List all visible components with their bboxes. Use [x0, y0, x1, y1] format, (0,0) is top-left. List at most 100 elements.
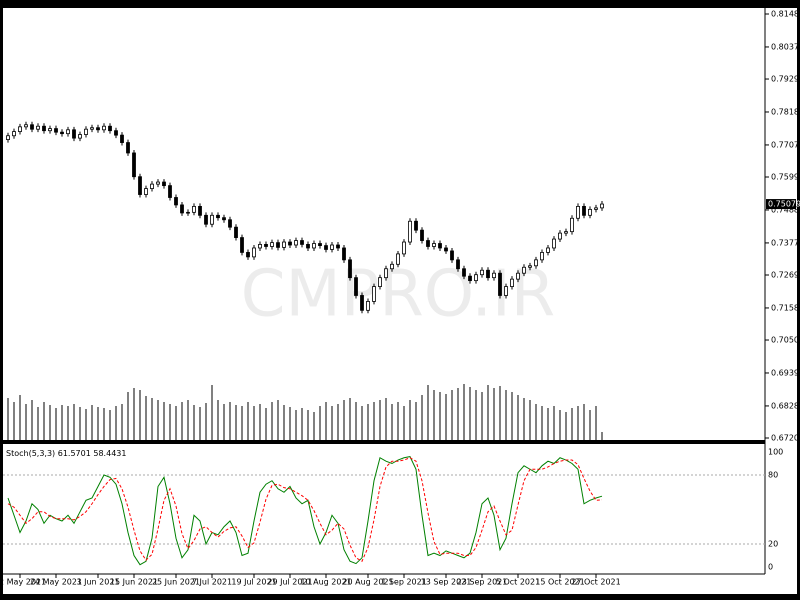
- candle-body: [540, 252, 544, 261]
- candle-body: [528, 265, 532, 268]
- candle-body: [306, 244, 310, 249]
- panel-separator: [3, 440, 765, 444]
- candle-body: [486, 269, 490, 279]
- last-price-label: 0.75079: [768, 200, 800, 209]
- candle-body: [588, 208, 592, 216]
- candle-body: [138, 176, 142, 195]
- candle-body: [552, 238, 556, 249]
- candle-body: [156, 181, 160, 185]
- candle-body: [294, 240, 298, 246]
- candle-body: [204, 214, 208, 225]
- candle-body: [498, 272, 502, 296]
- x-tick-label: 13 Sep 2021: [421, 578, 472, 587]
- candle-body: [114, 130, 118, 136]
- x-tick-label: 29 Jul 2021: [267, 578, 312, 587]
- background: [3, 8, 797, 594]
- candle-body: [564, 231, 568, 234]
- candle-body: [378, 277, 382, 287]
- candle-body: [300, 240, 304, 245]
- watermark: CMPRO.IR: [241, 258, 555, 332]
- candle-body: [150, 183, 154, 189]
- candle-body: [108, 125, 112, 132]
- candle-body: [246, 252, 250, 258]
- candle-body: [72, 129, 76, 139]
- candle-body: [372, 286, 376, 302]
- candle-body: [558, 232, 562, 240]
- x-tick-label: 12 May 2021: [0, 578, 46, 587]
- candle-body: [102, 125, 106, 131]
- x-tick-label: 25 Jun 2021: [152, 578, 200, 587]
- candle-body: [480, 269, 484, 276]
- candle-body: [276, 242, 280, 248]
- candle-body: [456, 259, 460, 270]
- candle-body: [174, 197, 178, 206]
- candle-body: [600, 203, 604, 209]
- x-tick-label: 19 Jul 2021: [231, 578, 276, 587]
- x-tick-label: 23 Sep 2021: [457, 578, 508, 587]
- candle-body: [426, 240, 430, 247]
- candle-body: [24, 124, 28, 128]
- candle-body: [444, 247, 448, 252]
- candle-body: [534, 259, 538, 267]
- candle-body: [318, 243, 322, 246]
- candle-body: [132, 152, 136, 178]
- candle-body: [420, 229, 424, 241]
- candle-body: [324, 245, 328, 250]
- candle-body: [402, 241, 406, 255]
- candle-body: [180, 204, 184, 214]
- candle-body: [36, 125, 40, 130]
- candle-body: [510, 278, 514, 287]
- candle-body: [186, 211, 190, 214]
- candle-body: [144, 188, 148, 195]
- candle-body: [468, 275, 472, 282]
- indicator-name: Stoch(5,3,3): [6, 449, 55, 458]
- candle-body: [198, 206, 202, 216]
- candle-body: [84, 128, 88, 135]
- y-tick-label: 0: [768, 563, 773, 572]
- stoch-line: [7, 456, 603, 566]
- candle-body: [474, 274, 478, 282]
- candle-body: [42, 125, 46, 132]
- candle-body: [462, 268, 466, 277]
- candle-body: [576, 206, 580, 219]
- candle-body: [522, 266, 526, 274]
- candle-body: [360, 295, 364, 311]
- candle-body: [228, 219, 232, 228]
- x-tick-label: 1 Sep 2021: [381, 578, 427, 587]
- candle-body: [234, 226, 238, 238]
- candle-body: [312, 243, 316, 249]
- candle-body: [396, 253, 400, 265]
- candle-body: [30, 124, 34, 130]
- candle-body: [216, 214, 220, 219]
- candle-body: [252, 247, 256, 258]
- candle-body: [162, 181, 166, 187]
- candle-body: [570, 217, 574, 233]
- x-tick-label: 15 Oct 2021: [535, 578, 584, 587]
- candle-body: [582, 206, 586, 216]
- x-tick-label: 20 Aug 2021: [342, 578, 393, 587]
- x-tick-label: 10 Aug 2021: [300, 578, 351, 587]
- candle-body: [264, 244, 268, 247]
- candle-body: [594, 207, 598, 210]
- candle-body: [546, 247, 550, 253]
- candle-body: [222, 217, 226, 221]
- candle-body: [6, 135, 10, 140]
- candle-body: [342, 247, 346, 261]
- candle-body: [168, 185, 172, 198]
- candle-body: [18, 126, 22, 132]
- candle-body: [192, 206, 196, 213]
- candle-body: [366, 301, 370, 311]
- x-tick-label: 5 Oct 2021: [496, 578, 540, 587]
- candle-body: [408, 220, 412, 243]
